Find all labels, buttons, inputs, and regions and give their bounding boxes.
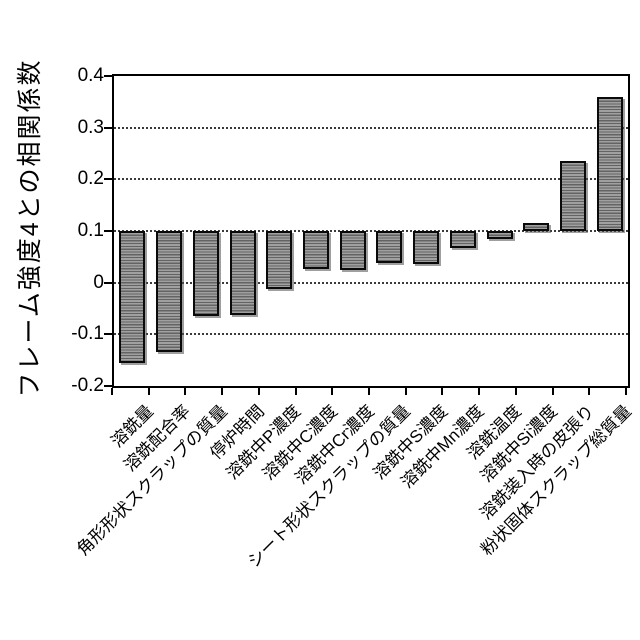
bar-0 — [119, 231, 146, 363]
bar-1 — [156, 231, 183, 353]
x-tick-mark — [404, 388, 407, 395]
y-axis-title: フレーム強度4との相関係数 — [16, 58, 44, 398]
gridline — [114, 178, 628, 181]
gridline — [114, 126, 628, 129]
bar-12 — [559, 161, 586, 232]
x-tick-mark — [221, 388, 224, 395]
gridline — [114, 230, 628, 232]
y-tick-mark — [104, 333, 112, 336]
y-tick-label: 0.1 — [77, 220, 104, 241]
plot-area — [112, 74, 630, 388]
y-tick-label: -0.1 — [71, 323, 104, 345]
y-tick-label: 0 — [93, 271, 104, 293]
x-tick-mark — [257, 388, 260, 395]
bar-10 — [486, 231, 513, 239]
y-tick-label: -0.2 — [71, 375, 104, 396]
y-tick-mark — [104, 385, 112, 387]
x-tick-mark — [478, 388, 481, 395]
x-tick-mark — [147, 388, 150, 395]
x-tick-mark — [551, 388, 554, 395]
x-tick-mark — [294, 388, 297, 395]
x-tick-mark — [588, 388, 591, 395]
bar-5 — [302, 231, 329, 269]
x-tick-mark — [441, 388, 444, 395]
bar-13 — [596, 96, 623, 231]
gridline — [114, 281, 628, 284]
bar-3 — [229, 231, 256, 316]
bar-8 — [413, 231, 440, 265]
gridline — [114, 333, 628, 336]
y-tick-mark — [104, 178, 112, 181]
y-tick-mark — [104, 281, 112, 284]
y-tick-mark — [104, 75, 112, 77]
y-tick-mark — [104, 126, 112, 129]
x-tick-mark — [331, 388, 334, 395]
y-tick-mark — [104, 230, 112, 232]
x-tick-mark — [625, 388, 627, 395]
y-tick-label: 0.3 — [77, 116, 104, 138]
x-tick-mark — [184, 388, 187, 395]
x-tick-mark — [514, 388, 517, 395]
bar-6 — [339, 231, 366, 270]
y-tick-label: 0.2 — [77, 168, 104, 190]
x-tick-mark — [368, 388, 370, 395]
bar-2 — [192, 231, 219, 317]
bar-4 — [266, 231, 293, 290]
y-tick-label: 0.4 — [77, 65, 104, 86]
bar-9 — [449, 231, 476, 248]
x-tick-mark — [111, 388, 113, 395]
bar-11 — [523, 223, 550, 232]
bar-7 — [376, 231, 403, 263]
